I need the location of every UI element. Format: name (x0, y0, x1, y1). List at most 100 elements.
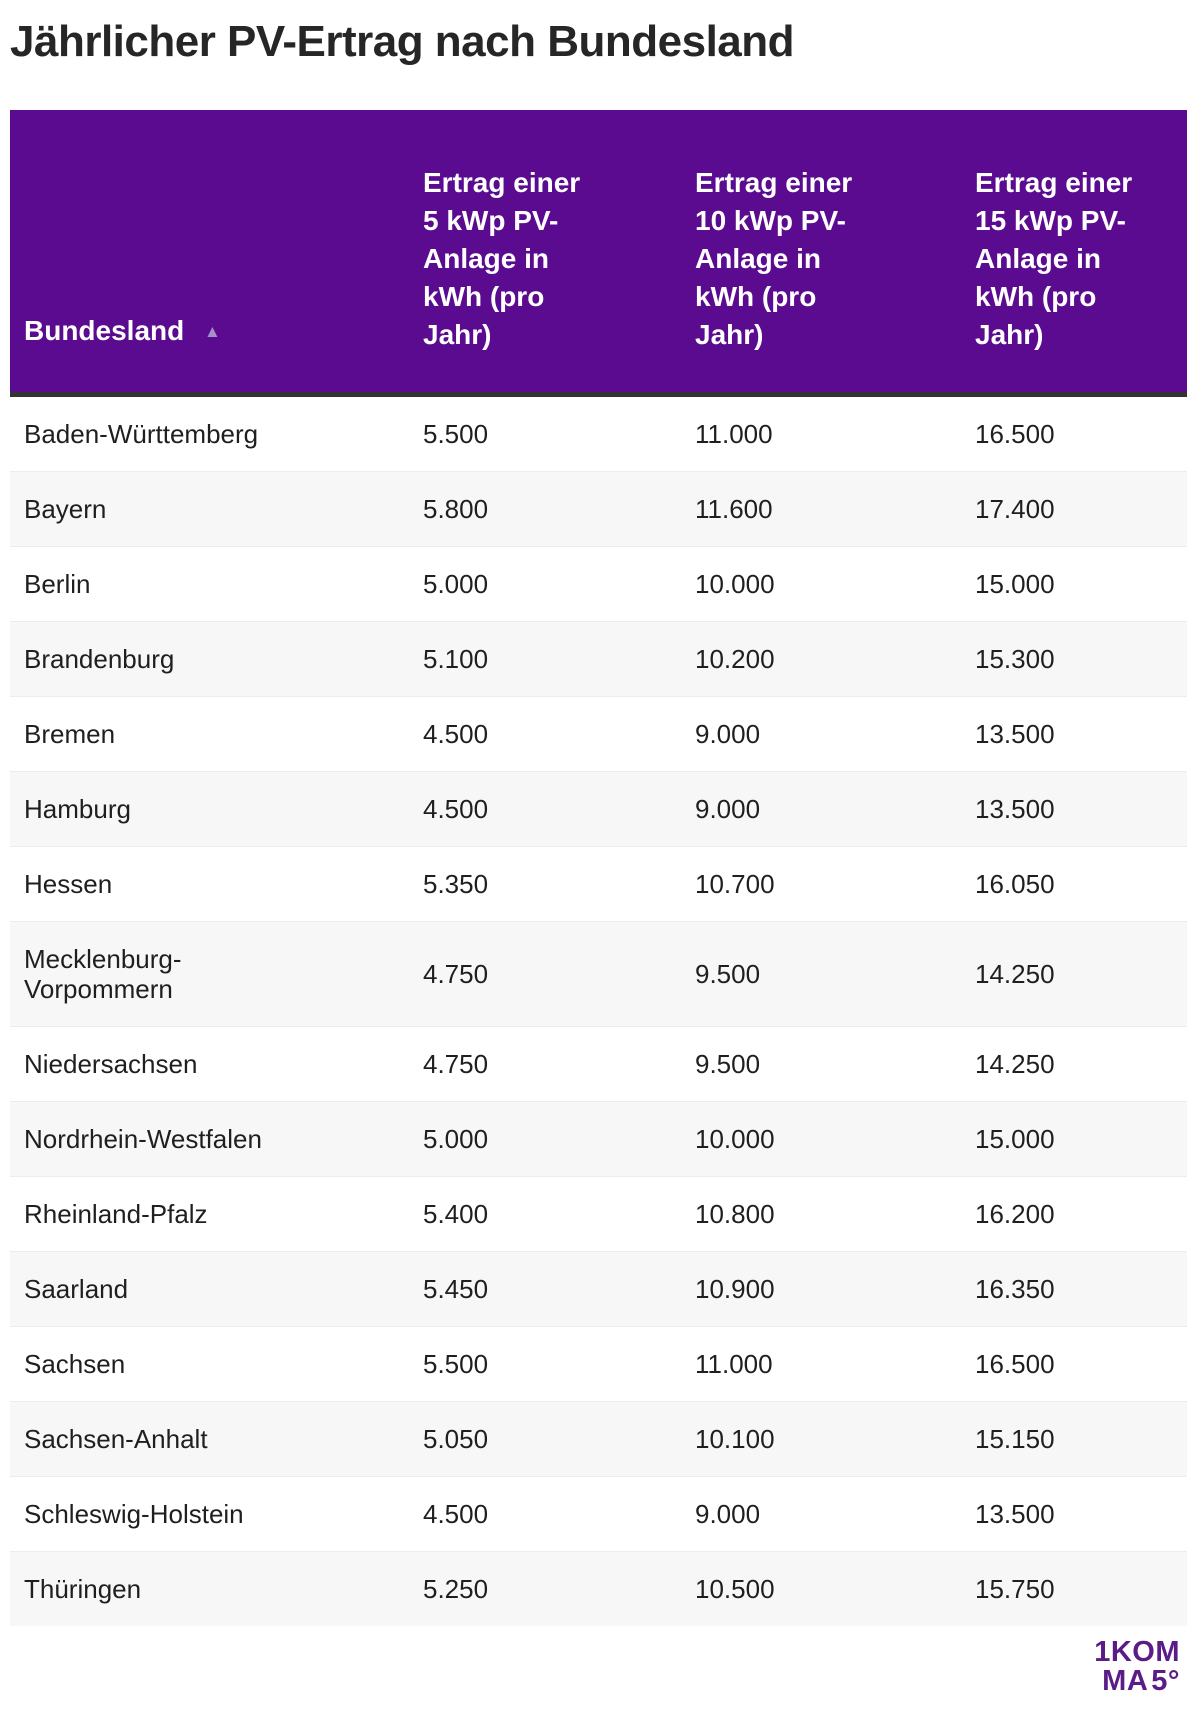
bundesland-cell: Hamburg (24, 794, 131, 824)
table-body: Baden-Württemberg 5.500 11.000 16.500 Bayern… (10, 394, 1187, 1626)
value-15kwp-cell: 13.500 (975, 719, 1055, 749)
value-10kwp-cell: 9.500 (695, 1049, 761, 1079)
table-row: Hessen 5.350 10.700 16.050 (10, 846, 1187, 922)
value-15kwp-cell: 13.500 (975, 794, 1055, 824)
table-row: Berlin 5.000 10.000 15.000 (10, 546, 1187, 622)
value-10kwp-cell: 9.000 (695, 794, 761, 824)
value-10kwp-cell: 9.500 (695, 959, 761, 989)
column-header-15kwp[interactable]: Ertrag einer 15 kWp PV- Anlage in kWh (p… (975, 110, 1187, 397)
value-10kwp-cell: 10.000 (695, 1124, 775, 1154)
value-10kwp-cell: 10.900 (695, 1274, 775, 1304)
value-5kwp-cell: 5.450 (423, 1274, 489, 1304)
value-15kwp-cell: 15.300 (975, 644, 1055, 674)
table-header-row: Bundesland ▲ Ertrag einer 5 kWp PV- Anla… (10, 110, 1187, 397)
value-5kwp-cell: 5.350 (423, 869, 489, 899)
value-10kwp-cell: 11.600 (695, 494, 773, 524)
bundesland-cell: Nordrhein-Westfalen (24, 1124, 262, 1154)
value-15kwp-cell: 16.500 (975, 419, 1055, 449)
logo-text-1: 1 (1094, 1636, 1111, 1668)
bundesland-cell: Bremen (24, 719, 116, 749)
value-15kwp-cell: 15.000 (975, 1124, 1055, 1154)
page-title: Jährlicher PV-Ertrag nach Bundesland (10, 17, 795, 66)
column-header-10kwp[interactable]: Ertrag einer 10 kWp PV- Anlage in kWh (p… (695, 110, 975, 397)
value-5kwp-cell: 5.000 (423, 1124, 489, 1154)
bundesland-cell: Baden-Württemberg (24, 419, 259, 449)
value-5kwp-cell: 5.500 (423, 1349, 489, 1379)
value-5kwp-cell: 5.000 (423, 569, 489, 599)
table-row: Nordrhein-Westfalen 5.000 10.000 15.000 (10, 1101, 1187, 1177)
table-row: Brandenburg 5.100 10.200 15.300 (10, 621, 1187, 697)
value-10kwp-cell: 10.500 (695, 1574, 775, 1604)
column-header-15kwp-label: Ertrag einer 15 kWp PV- Anlage in kWh (p… (975, 167, 1133, 350)
table-header: Bundesland ▲ Ertrag einer 5 kWp PV- Anla… (10, 110, 1187, 397)
bundesland-cell: Schleswig-Holstein (24, 1499, 244, 1529)
column-header-bundesland-label: Bundesland (24, 315, 185, 346)
logo-text-kom: KOM (1110, 1636, 1180, 1668)
table-row: Mecklenburg- Vorpommern 4.750 9.500 14.250 (10, 921, 1187, 1027)
table-row: Schleswig-Holstein 4.500 9.000 13.500 (10, 1476, 1187, 1552)
bundesland-cell: Niedersachsen (24, 1049, 198, 1079)
value-10kwp-cell: 11.000 (695, 1349, 773, 1379)
value-10kwp-cell: 9.000 (695, 1499, 761, 1529)
value-5kwp-cell: 5.800 (423, 494, 489, 524)
table-row: Sachsen 5.500 11.000 16.500 (10, 1326, 1187, 1402)
value-5kwp-cell: 5.250 (423, 1574, 489, 1604)
sort-ascending-icon: ▲ (204, 322, 221, 341)
logo-text-ma: MA (1102, 1665, 1149, 1697)
value-5kwp-cell: 4.500 (423, 1499, 489, 1529)
value-15kwp-cell: 15.150 (975, 1424, 1055, 1454)
table-row: Rheinland-Pfalz 5.400 10.800 16.200 (10, 1176, 1187, 1252)
table-row: Hamburg 4.500 9.000 13.500 (10, 771, 1187, 847)
table-row: Niedersachsen 4.750 9.500 14.250 (10, 1026, 1187, 1102)
value-5kwp-cell: 5.100 (423, 644, 489, 674)
bundesland-cell: Saarland (24, 1274, 129, 1304)
logo-text-5deg: 5° (1151, 1665, 1180, 1697)
value-15kwp-cell: 14.250 (975, 959, 1055, 989)
value-15kwp-cell: 16.200 (975, 1199, 1055, 1229)
table-row: Baden-Württemberg 5.500 11.000 16.500 (10, 394, 1187, 472)
table-row: Thüringen 5.250 10.500 15.750 (10, 1551, 1187, 1626)
value-5kwp-cell: 5.400 (423, 1199, 489, 1229)
value-10kwp-cell: 10.200 (695, 644, 775, 674)
value-5kwp-cell: 4.500 (423, 794, 489, 824)
table-row: Sachsen-Anhalt 5.050 10.100 15.150 (10, 1401, 1187, 1477)
bundesland-cell: Rheinland-Pfalz (24, 1199, 208, 1229)
bundesland-cell: Mecklenburg- Vorpommern (24, 944, 182, 1004)
logo-line-2: MA 5° (1094, 1667, 1180, 1696)
bundesland-cell: Thüringen (24, 1574, 142, 1604)
value-5kwp-cell: 5.500 (423, 419, 489, 449)
column-header-5kwp-label: Ertrag einer 5 kWp PV- Anlage in kWh (pr… (423, 167, 581, 350)
bundesland-cell: Sachsen-Anhalt (24, 1424, 208, 1454)
value-10kwp-cell: 10.800 (695, 1199, 775, 1229)
table-row: Saarland 5.450 10.900 16.350 (10, 1251, 1187, 1327)
column-header-5kwp[interactable]: Ertrag einer 5 kWp PV- Anlage in kWh (pr… (423, 110, 695, 397)
value-15kwp-cell: 16.350 (975, 1274, 1055, 1304)
bundesland-cell: Berlin (24, 569, 91, 599)
1komma5-logo: 1KOM MA 5° (1094, 1638, 1180, 1696)
value-5kwp-cell: 4.750 (423, 959, 489, 989)
value-10kwp-cell: 10.700 (695, 869, 775, 899)
value-10kwp-cell: 11.000 (695, 419, 773, 449)
column-header-10kwp-label: Ertrag einer 10 kWp PV- Anlage in kWh (p… (695, 167, 853, 350)
bundesland-cell: Brandenburg (24, 644, 175, 674)
logo-line-1: 1KOM (1094, 1638, 1180, 1667)
pv-yield-table: Bundesland ▲ Ertrag einer 5 kWp PV- Anla… (10, 110, 1187, 1626)
value-15kwp-cell: 15.000 (975, 569, 1055, 599)
value-5kwp-cell: 4.500 (423, 719, 489, 749)
bundesland-cell: Bayern (24, 494, 107, 524)
table-row: Bremen 4.500 9.000 13.500 (10, 696, 1187, 772)
value-10kwp-cell: 10.100 (695, 1424, 775, 1454)
value-15kwp-cell: 14.250 (975, 1049, 1055, 1079)
value-5kwp-cell: 4.750 (423, 1049, 489, 1079)
bundesland-cell: Sachsen (24, 1349, 126, 1379)
value-10kwp-cell: 9.000 (695, 719, 761, 749)
value-15kwp-cell: 16.050 (975, 869, 1055, 899)
value-5kwp-cell: 5.050 (423, 1424, 489, 1454)
table-row: Bayern 5.800 11.600 17.400 (10, 471, 1187, 547)
value-10kwp-cell: 10.000 (695, 569, 775, 599)
value-15kwp-cell: 16.500 (975, 1349, 1055, 1379)
value-15kwp-cell: 13.500 (975, 1499, 1055, 1529)
column-header-bundesland[interactable]: Bundesland ▲ (10, 110, 423, 397)
bundesland-cell: Hessen (24, 869, 113, 899)
